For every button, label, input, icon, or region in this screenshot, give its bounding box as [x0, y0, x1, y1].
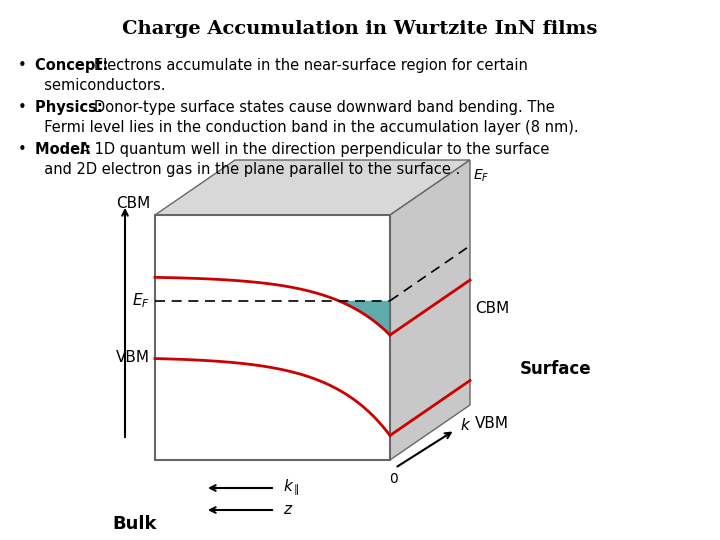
Text: •: • [18, 142, 27, 157]
Text: Fermi level lies in the conduction band in the accumulation layer (8 nm).: Fermi level lies in the conduction band … [35, 120, 579, 135]
Text: •: • [18, 58, 27, 73]
Text: and 2D electron gas in the plane parallel to the surface .: and 2D electron gas in the plane paralle… [35, 162, 460, 177]
Text: Physics:: Physics: [35, 100, 108, 115]
Polygon shape [339, 301, 390, 335]
Text: Bulk: Bulk [113, 515, 157, 533]
Text: $E_F$: $E_F$ [132, 292, 150, 310]
Text: •: • [18, 100, 27, 115]
Text: $k$: $k$ [460, 417, 472, 433]
Text: $k_\parallel$: $k_\parallel$ [283, 478, 300, 498]
Text: $z$: $z$ [283, 503, 293, 517]
Text: 0: 0 [389, 472, 397, 486]
Text: semiconductors.: semiconductors. [35, 78, 166, 93]
Text: CBM: CBM [475, 301, 509, 316]
Text: $E_F$: $E_F$ [473, 168, 490, 184]
Text: Concept:: Concept: [35, 58, 114, 73]
Polygon shape [390, 160, 470, 460]
Text: VBM: VBM [116, 349, 150, 364]
Text: Model:: Model: [35, 142, 96, 157]
Text: A 1D quantum well in the direction perpendicular to the surface: A 1D quantum well in the direction perpe… [81, 142, 550, 157]
Text: Charge Accumulation in Wurtzite InN films: Charge Accumulation in Wurtzite InN film… [122, 20, 598, 38]
Text: VBM: VBM [475, 416, 509, 431]
Polygon shape [155, 160, 470, 215]
Text: Electrons accumulate in the near-surface region for certain: Electrons accumulate in the near-surface… [94, 58, 527, 73]
Text: Donor-type surface states cause downward band bending. The: Donor-type surface states cause downward… [94, 100, 554, 115]
Polygon shape [155, 215, 390, 460]
Text: Surface: Surface [520, 360, 592, 378]
Text: CBM: CBM [116, 195, 150, 211]
